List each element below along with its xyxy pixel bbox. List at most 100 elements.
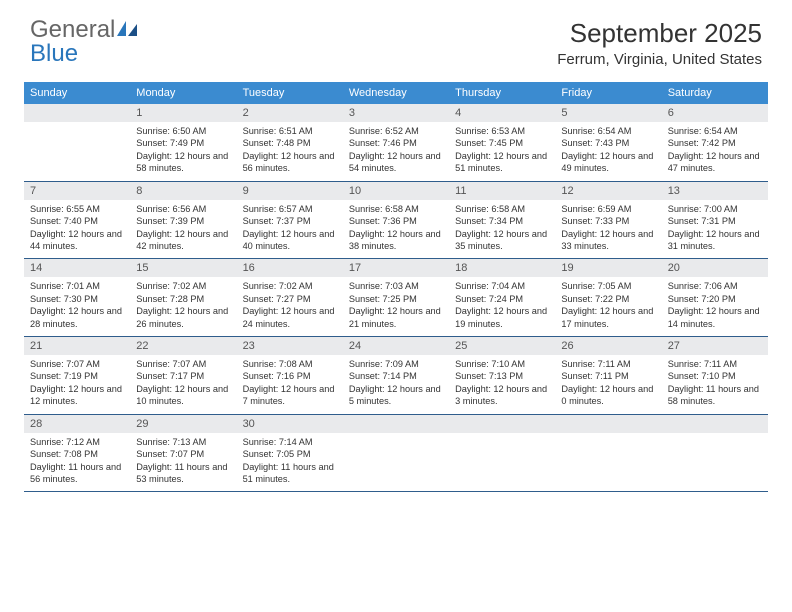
day-info-line: Sunset: 7:11 PM [561,370,655,382]
day-info-line: Sunset: 7:24 PM [455,293,549,305]
day-header: Saturday [662,82,768,104]
day-info-line: Sunset: 7:46 PM [349,137,443,149]
day-number: 3 [343,104,449,122]
day-info-line: Sunrise: 7:02 AM [243,280,337,292]
day-info-line: Sunset: 7:49 PM [136,137,230,149]
day-cell: Sunrise: 6:55 AMSunset: 7:40 PMDaylight:… [24,200,130,259]
day-info-line: Sunrise: 7:02 AM [136,280,230,292]
day-info-line: Sunrise: 6:55 AM [30,203,124,215]
day-info-line: Sunrise: 7:07 AM [136,358,230,370]
day-info-line: Daylight: 12 hours and 33 minutes. [561,228,655,253]
day-cell: Sunrise: 7:11 AMSunset: 7:11 PMDaylight:… [555,355,661,414]
day-info-line: Daylight: 12 hours and 14 minutes. [668,305,762,330]
day-info-line: Sunset: 7:16 PM [243,370,337,382]
day-number: 19 [555,259,661,277]
day-number: 18 [449,259,555,277]
day-number: 10 [343,182,449,200]
day-cell [449,433,555,492]
day-info-line: Daylight: 12 hours and 47 minutes. [668,150,762,175]
day-info-line: Sunrise: 6:53 AM [455,125,549,137]
day-info-line: Daylight: 12 hours and 5 minutes. [349,383,443,408]
content-row: Sunrise: 7:12 AMSunset: 7:08 PMDaylight:… [24,433,768,492]
logo-text-blue: Blue [30,40,78,67]
day-number: 4 [449,104,555,122]
day-info-line: Daylight: 12 hours and 49 minutes. [561,150,655,175]
day-cell: Sunrise: 7:07 AMSunset: 7:17 PMDaylight:… [130,355,236,414]
day-header: Friday [555,82,661,104]
day-info-line: Daylight: 11 hours and 58 minutes. [668,383,762,408]
day-number: 1 [130,104,236,122]
day-info-line: Daylight: 12 hours and 3 minutes. [455,383,549,408]
day-info-line: Daylight: 12 hours and 56 minutes. [243,150,337,175]
logo-text-general: General [30,16,115,43]
day-info-line: Daylight: 12 hours and 24 minutes. [243,305,337,330]
day-number: 7 [24,182,130,200]
day-info-line: Daylight: 11 hours and 53 minutes. [136,461,230,486]
day-cell: Sunrise: 6:57 AMSunset: 7:37 PMDaylight:… [237,200,343,259]
day-cell: Sunrise: 6:52 AMSunset: 7:46 PMDaylight:… [343,122,449,181]
day-number: 6 [662,104,768,122]
day-info-line: Daylight: 12 hours and 26 minutes. [136,305,230,330]
day-number [662,415,768,433]
day-number: 28 [24,415,130,433]
day-cell: Sunrise: 7:13 AMSunset: 7:07 PMDaylight:… [130,433,236,492]
day-cell: Sunrise: 6:54 AMSunset: 7:42 PMDaylight:… [662,122,768,181]
day-info-line: Sunrise: 7:12 AM [30,436,124,448]
day-info-line: Daylight: 12 hours and 28 minutes. [30,305,124,330]
content-row: Sunrise: 7:01 AMSunset: 7:30 PMDaylight:… [24,277,768,336]
day-cell: Sunrise: 7:04 AMSunset: 7:24 PMDaylight:… [449,277,555,336]
day-info-line: Sunrise: 7:05 AM [561,280,655,292]
day-info-line: Sunset: 7:33 PM [561,215,655,227]
day-number: 13 [662,182,768,200]
content-row: Sunrise: 6:55 AMSunset: 7:40 PMDaylight:… [24,200,768,259]
day-info-line: Sunrise: 7:06 AM [668,280,762,292]
day-info-line: Sunset: 7:28 PM [136,293,230,305]
daynum-row: 14151617181920 [24,259,768,277]
day-info-line: Daylight: 12 hours and 19 minutes. [455,305,549,330]
day-info-line: Sunrise: 6:58 AM [455,203,549,215]
day-info-line: Daylight: 12 hours and 21 minutes. [349,305,443,330]
day-number [343,415,449,433]
day-header: Sunday [24,82,130,104]
day-info-line: Sunset: 7:43 PM [561,137,655,149]
day-info-line: Sunrise: 6:56 AM [136,203,230,215]
day-cell: Sunrise: 6:54 AMSunset: 7:43 PMDaylight:… [555,122,661,181]
day-info-line: Sunrise: 7:04 AM [455,280,549,292]
day-info-line: Daylight: 12 hours and 7 minutes. [243,383,337,408]
day-cell: Sunrise: 7:07 AMSunset: 7:19 PMDaylight:… [24,355,130,414]
calendar-table: SundayMondayTuesdayWednesdayThursdayFrid… [24,82,768,492]
day-cell: Sunrise: 7:14 AMSunset: 7:05 PMDaylight:… [237,433,343,492]
day-cell: Sunrise: 6:50 AMSunset: 7:49 PMDaylight:… [130,122,236,181]
content-row: Sunrise: 7:07 AMSunset: 7:19 PMDaylight:… [24,355,768,414]
day-info-line: Sunset: 7:36 PM [349,215,443,227]
day-number: 9 [237,182,343,200]
day-number: 22 [130,337,236,355]
logo-text: General Blue [30,18,139,66]
day-info-line: Sunrise: 7:07 AM [30,358,124,370]
day-info-line: Daylight: 12 hours and 0 minutes. [561,383,655,408]
day-info-line: Sunset: 7:37 PM [243,215,337,227]
day-number: 12 [555,182,661,200]
day-number: 20 [662,259,768,277]
day-info-line: Sunrise: 7:11 AM [561,358,655,370]
week-separator [24,492,768,493]
day-header: Tuesday [237,82,343,104]
day-cell [343,433,449,492]
day-info-line: Sunrise: 7:03 AM [349,280,443,292]
day-cell: Sunrise: 7:11 AMSunset: 7:10 PMDaylight:… [662,355,768,414]
day-info-line: Sunset: 7:17 PM [136,370,230,382]
day-info-line: Daylight: 12 hours and 51 minutes. [455,150,549,175]
day-info-line: Daylight: 12 hours and 44 minutes. [30,228,124,253]
day-cell: Sunrise: 7:03 AMSunset: 7:25 PMDaylight:… [343,277,449,336]
day-cell: Sunrise: 6:58 AMSunset: 7:36 PMDaylight:… [343,200,449,259]
day-number: 14 [24,259,130,277]
day-number [555,415,661,433]
day-info-line: Sunset: 7:42 PM [668,137,762,149]
day-number: 5 [555,104,661,122]
day-info-line: Sunrise: 7:11 AM [668,358,762,370]
day-info-line: Sunset: 7:31 PM [668,215,762,227]
day-cell: Sunrise: 7:12 AMSunset: 7:08 PMDaylight:… [24,433,130,492]
day-info-line: Daylight: 12 hours and 12 minutes. [30,383,124,408]
day-info-line: Daylight: 12 hours and 31 minutes. [668,228,762,253]
day-cell: Sunrise: 7:06 AMSunset: 7:20 PMDaylight:… [662,277,768,336]
